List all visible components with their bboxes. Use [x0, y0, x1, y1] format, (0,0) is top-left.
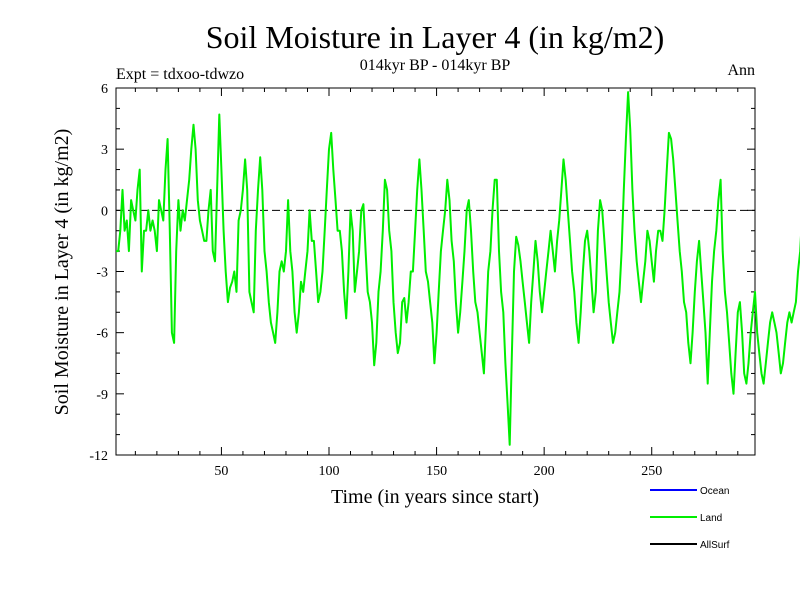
x-tick-label: 250	[641, 464, 662, 479]
y-tick-label: -12	[89, 449, 108, 464]
y-axis-label: Soil Moisture in Layer 4 (in kg/m2)	[51, 129, 73, 416]
season-label: Ann	[727, 62, 755, 79]
series-line-land	[116, 91, 800, 446]
y-tick-label: -9	[96, 388, 108, 403]
y-tick-label: 6	[101, 82, 108, 97]
tick-labels: 50 100 150 200 250 6 3 0 -3 -6 -9 -12	[89, 82, 662, 479]
y-tick-label: -3	[96, 266, 108, 281]
y-tick-label: -6	[96, 327, 108, 342]
legend-label: Land	[700, 513, 722, 524]
y-tick-label: 3	[101, 143, 108, 158]
experiment-label: Expt = tdxoo-tdwzo	[116, 66, 244, 83]
x-tick-label: 150	[426, 464, 447, 479]
chart-subtitle: 014kyr BP - 014kyr BP	[360, 57, 511, 74]
legend-label: AllSurf	[700, 540, 730, 551]
y-tick-label: 0	[101, 204, 108, 219]
legend: Ocean Land AllSurf	[650, 486, 730, 551]
x-tick-label: 200	[534, 464, 555, 479]
x-tick-label: 100	[319, 464, 340, 479]
x-axis-label: Time (in years since start)	[331, 486, 539, 508]
x-tick-label: 50	[214, 464, 228, 479]
legend-label: Ocean	[700, 486, 729, 497]
plot-frame	[115, 87, 756, 456]
chart-title: Soil Moisture in Layer 4 (in kg/m2)	[206, 19, 665, 55]
axis-ticks	[116, 88, 755, 455]
